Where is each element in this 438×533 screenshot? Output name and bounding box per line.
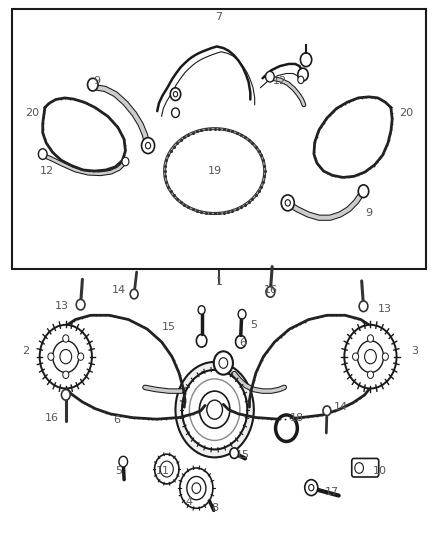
Circle shape bbox=[298, 76, 304, 84]
Circle shape bbox=[367, 335, 374, 342]
Text: 13: 13 bbox=[378, 304, 392, 314]
Circle shape bbox=[63, 335, 69, 342]
Circle shape bbox=[367, 371, 374, 378]
Circle shape bbox=[309, 484, 314, 491]
FancyBboxPatch shape bbox=[12, 10, 426, 269]
Circle shape bbox=[300, 53, 312, 67]
Text: 15: 15 bbox=[236, 450, 250, 460]
Text: 20: 20 bbox=[399, 108, 413, 118]
Text: 9: 9 bbox=[94, 76, 101, 86]
Circle shape bbox=[189, 379, 240, 440]
Circle shape bbox=[145, 142, 151, 149]
Circle shape bbox=[344, 325, 396, 389]
Circle shape bbox=[198, 306, 205, 314]
Circle shape bbox=[119, 456, 127, 467]
Circle shape bbox=[187, 477, 206, 500]
Text: 15: 15 bbox=[162, 322, 176, 333]
Text: 19: 19 bbox=[208, 166, 222, 176]
Circle shape bbox=[160, 461, 173, 477]
Circle shape bbox=[238, 310, 246, 319]
Circle shape bbox=[265, 71, 274, 82]
Circle shape bbox=[357, 341, 384, 373]
Circle shape bbox=[355, 463, 364, 473]
Circle shape bbox=[281, 195, 294, 211]
Circle shape bbox=[172, 108, 180, 117]
Text: 12: 12 bbox=[40, 166, 54, 176]
Circle shape bbox=[207, 400, 223, 419]
Circle shape bbox=[130, 289, 138, 299]
Circle shape bbox=[173, 92, 178, 97]
Circle shape bbox=[305, 480, 318, 496]
Text: 14: 14 bbox=[334, 402, 348, 412]
Circle shape bbox=[285, 200, 290, 206]
FancyBboxPatch shape bbox=[352, 458, 379, 477]
Circle shape bbox=[170, 88, 181, 101]
Circle shape bbox=[88, 78, 98, 91]
Text: 20: 20 bbox=[25, 108, 39, 118]
Circle shape bbox=[358, 185, 369, 198]
Circle shape bbox=[78, 353, 84, 360]
Text: 5: 5 bbox=[251, 320, 257, 330]
Circle shape bbox=[182, 370, 247, 449]
Text: 13: 13 bbox=[55, 301, 69, 311]
Circle shape bbox=[180, 468, 213, 508]
Text: 1: 1 bbox=[215, 277, 223, 287]
Text: 18: 18 bbox=[290, 413, 304, 423]
Circle shape bbox=[53, 341, 79, 373]
Text: 12: 12 bbox=[273, 76, 287, 86]
Text: 10: 10 bbox=[373, 466, 387, 475]
Text: 5: 5 bbox=[115, 466, 122, 475]
Circle shape bbox=[214, 351, 233, 375]
Circle shape bbox=[298, 68, 308, 81]
Circle shape bbox=[199, 391, 230, 428]
Circle shape bbox=[276, 415, 297, 441]
Circle shape bbox=[155, 454, 179, 484]
Circle shape bbox=[176, 362, 254, 457]
Circle shape bbox=[141, 138, 155, 154]
Circle shape bbox=[382, 353, 389, 360]
Text: 3: 3 bbox=[411, 346, 418, 357]
Circle shape bbox=[266, 287, 275, 297]
Circle shape bbox=[39, 149, 47, 159]
Circle shape bbox=[61, 390, 70, 400]
Text: 8: 8 bbox=[211, 503, 218, 513]
Circle shape bbox=[196, 334, 207, 347]
Text: 16: 16 bbox=[44, 413, 58, 423]
Circle shape bbox=[219, 358, 228, 368]
Circle shape bbox=[353, 353, 359, 360]
Text: 6: 6 bbox=[113, 415, 120, 425]
Text: 6: 6 bbox=[240, 338, 247, 349]
Circle shape bbox=[63, 371, 69, 378]
Circle shape bbox=[230, 448, 239, 458]
Text: 17: 17 bbox=[325, 487, 339, 497]
Text: 14: 14 bbox=[112, 285, 126, 295]
Circle shape bbox=[40, 325, 92, 389]
Circle shape bbox=[323, 406, 331, 416]
Circle shape bbox=[192, 483, 201, 494]
Text: 16: 16 bbox=[264, 285, 278, 295]
Circle shape bbox=[122, 157, 129, 166]
Circle shape bbox=[236, 335, 246, 348]
Circle shape bbox=[364, 350, 376, 364]
Circle shape bbox=[359, 301, 368, 312]
Circle shape bbox=[76, 300, 85, 310]
Text: 9: 9 bbox=[366, 208, 373, 219]
Text: 2: 2 bbox=[22, 346, 29, 357]
Circle shape bbox=[60, 350, 72, 364]
Text: 4: 4 bbox=[185, 497, 192, 507]
Text: 7: 7 bbox=[215, 12, 223, 22]
Text: 11: 11 bbox=[155, 466, 170, 475]
Circle shape bbox=[48, 353, 54, 360]
